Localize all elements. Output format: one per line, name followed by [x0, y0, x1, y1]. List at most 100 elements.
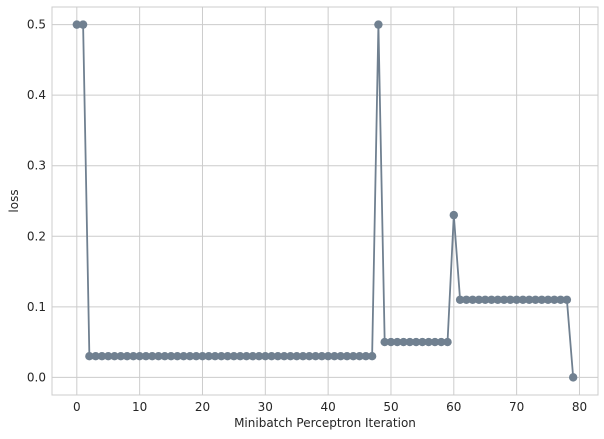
series-line	[76, 23, 575, 378]
data-point	[556, 295, 565, 304]
data-point	[198, 352, 207, 361]
data-point	[223, 352, 232, 361]
data-point	[443, 337, 452, 347]
plot-frame	[51, 6, 599, 396]
data-point	[499, 295, 509, 304]
data-point	[129, 352, 138, 361]
data-point	[179, 352, 188, 361]
data-point	[298, 352, 308, 361]
y-axis-label: loss	[7, 189, 21, 212]
x-tick-label: 80	[572, 400, 587, 414]
data-point	[468, 295, 477, 304]
data-point	[235, 352, 245, 361]
data-point	[166, 352, 176, 361]
data-point	[267, 352, 276, 361]
tick-labels: 0 10 20 30 40 50 60 70 80 0.0 0.1 0.2 0.3 0.4 0.5	[27, 18, 587, 414]
data-point	[481, 295, 490, 304]
data-point	[317, 352, 327, 361]
data-point	[273, 352, 283, 361]
data-point	[78, 20, 88, 29]
y-tick-label: 0.0	[27, 370, 46, 384]
x-tick-label: 30	[258, 400, 273, 414]
data-point	[430, 337, 440, 347]
data-point	[217, 352, 226, 361]
data-point	[474, 295, 484, 304]
series-loss	[72, 20, 578, 382]
data-point	[72, 20, 82, 29]
data-point	[279, 352, 289, 361]
data-point	[531, 295, 540, 304]
data-point	[242, 352, 251, 361]
data-point	[141, 352, 151, 361]
data-point	[512, 295, 521, 304]
data-point	[116, 352, 125, 361]
data-point	[330, 352, 339, 361]
data-point	[411, 337, 421, 347]
data-point	[424, 337, 433, 347]
x-tick-label: 0	[73, 400, 81, 414]
data-point	[518, 295, 528, 304]
data-point	[550, 295, 559, 304]
data-point	[229, 352, 239, 361]
plot-area-border	[51, 6, 599, 396]
data-point	[537, 295, 546, 304]
data-point	[323, 352, 333, 361]
data-point	[311, 352, 320, 361]
data-point	[160, 352, 169, 361]
x-tick-label: 40	[321, 400, 336, 414]
data-point	[493, 295, 502, 304]
data-point	[248, 352, 257, 361]
data-point	[292, 352, 301, 361]
y-tick-label: 0.4	[27, 88, 46, 102]
data-point	[393, 337, 402, 347]
data-point	[135, 352, 144, 361]
data-point	[437, 337, 446, 347]
data-point	[449, 210, 459, 220]
data-point	[525, 295, 534, 304]
data-point	[568, 373, 578, 382]
data-point	[336, 352, 345, 361]
x-tick-label: 20	[195, 400, 210, 414]
x-tick-label: 70	[509, 400, 524, 414]
data-point	[361, 352, 371, 361]
data-point	[367, 352, 377, 361]
data-point	[380, 337, 389, 347]
data-point	[543, 295, 553, 304]
y-tick-label: 0.1	[27, 300, 46, 314]
data-point	[97, 352, 107, 361]
x-tick-label: 60	[446, 400, 461, 414]
data-point	[286, 352, 295, 361]
data-point	[305, 352, 314, 361]
data-point	[91, 352, 100, 361]
y-tick-label: 0.2	[27, 229, 46, 243]
data-point	[349, 352, 358, 361]
data-point	[254, 352, 264, 361]
data-point	[210, 352, 220, 361]
data-point	[462, 295, 471, 304]
data-point	[261, 352, 270, 361]
data-point	[148, 352, 157, 361]
data-point	[399, 337, 408, 347]
data-point	[455, 295, 465, 304]
data-point	[122, 352, 132, 361]
data-point	[342, 352, 352, 361]
data-point	[374, 20, 383, 29]
data-point	[204, 352, 213, 361]
data-point	[191, 352, 201, 361]
data-point	[85, 352, 94, 361]
data-point	[506, 295, 515, 304]
data-point	[418, 337, 427, 347]
data-point	[110, 352, 119, 361]
data-point	[154, 352, 163, 361]
grid	[52, 7, 598, 395]
data-point	[173, 352, 182, 361]
data-point	[562, 295, 572, 304]
data-point	[185, 352, 195, 361]
data-point	[355, 352, 364, 361]
x-axis-label: Minibatch Perceptron Iteration	[234, 416, 416, 430]
data-point	[487, 295, 496, 304]
y-tick-label: 0.3	[27, 159, 46, 173]
data-point	[104, 352, 113, 361]
data-point	[386, 337, 396, 347]
